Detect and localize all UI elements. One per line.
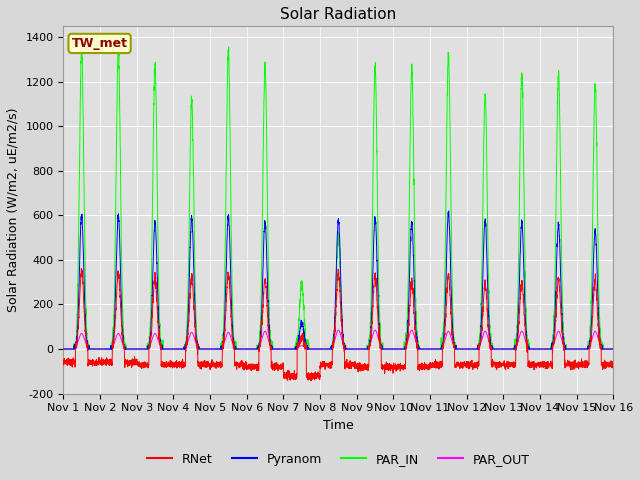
Text: TW_met: TW_met — [72, 37, 127, 50]
Title: Solar Radiation: Solar Radiation — [280, 7, 397, 22]
Legend: RNet, Pyranom, PAR_IN, PAR_OUT: RNet, Pyranom, PAR_IN, PAR_OUT — [142, 448, 534, 471]
X-axis label: Time: Time — [323, 419, 354, 432]
Y-axis label: Solar Radiation (W/m2, uE/m2/s): Solar Radiation (W/m2, uE/m2/s) — [7, 108, 20, 312]
